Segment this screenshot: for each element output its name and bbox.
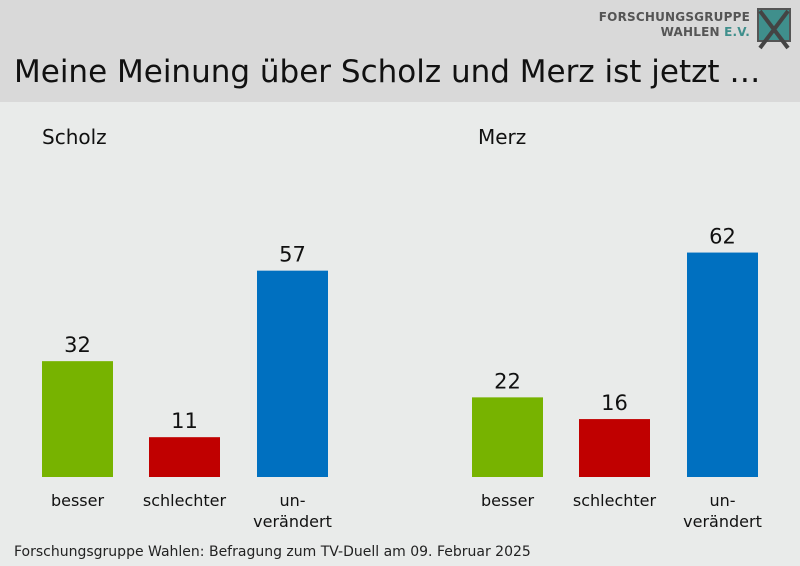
header-bar: FORSCHUNGSGRUPPE WAHLEN E.V. Meine Meinu… <box>0 0 800 102</box>
logo-line2: WAHLEN E.V. <box>599 25 750 40</box>
logo-line2-b: E.V. <box>724 25 750 39</box>
scholz-bar-unverändert <box>257 270 328 477</box>
merz-value-label-besser: 22 <box>494 369 521 393</box>
merz-category-label-besser: besser <box>481 491 535 510</box>
scholz-bar-besser <box>42 361 113 477</box>
merz-category-label-schlechter: schlechter <box>573 491 657 510</box>
merz-bar-besser <box>472 397 543 477</box>
scholz-category-label-unverändert-line1: un- <box>279 491 305 510</box>
merz-value-label-schlechter: 16 <box>601 391 628 415</box>
merz-bar-schlechter <box>579 419 650 477</box>
scholz-value-label-unverändert: 57 <box>279 243 306 267</box>
ballot-cross-icon <box>757 8 791 50</box>
scholz-value-label-schlechter: 11 <box>171 409 198 433</box>
merz-chart-title: Merz <box>478 125 526 149</box>
merz-value-label-unverändert: 62 <box>709 225 736 249</box>
merz-bar-unverändert <box>687 252 758 477</box>
scholz-chart-title: Scholz <box>42 125 107 149</box>
scholz-value-label-besser: 32 <box>64 333 91 357</box>
logo-line1: FORSCHUNGSGRUPPE <box>598 10 750 24</box>
merz-category-label-unverändert-line1: un- <box>709 491 735 510</box>
scholz-category-label-besser: besser <box>51 491 105 510</box>
logo-line2-a: WAHLEN <box>660 25 720 39</box>
page-title: Meine Meinung über Scholz und Merz ist j… <box>14 54 761 90</box>
scholz-category-label-schlechter: schlechter <box>143 491 227 510</box>
logo: FORSCHUNGSGRUPPE WAHLEN E.V. <box>599 10 750 40</box>
scholz-category-label-unverändert-line2: verändert <box>253 512 332 531</box>
source-note: Forschungsgruppe Wahlen: Befragung zum T… <box>14 544 531 560</box>
merz-category-label-unverändert-line2: verändert <box>683 512 762 531</box>
scholz-bar-schlechter <box>149 437 220 477</box>
